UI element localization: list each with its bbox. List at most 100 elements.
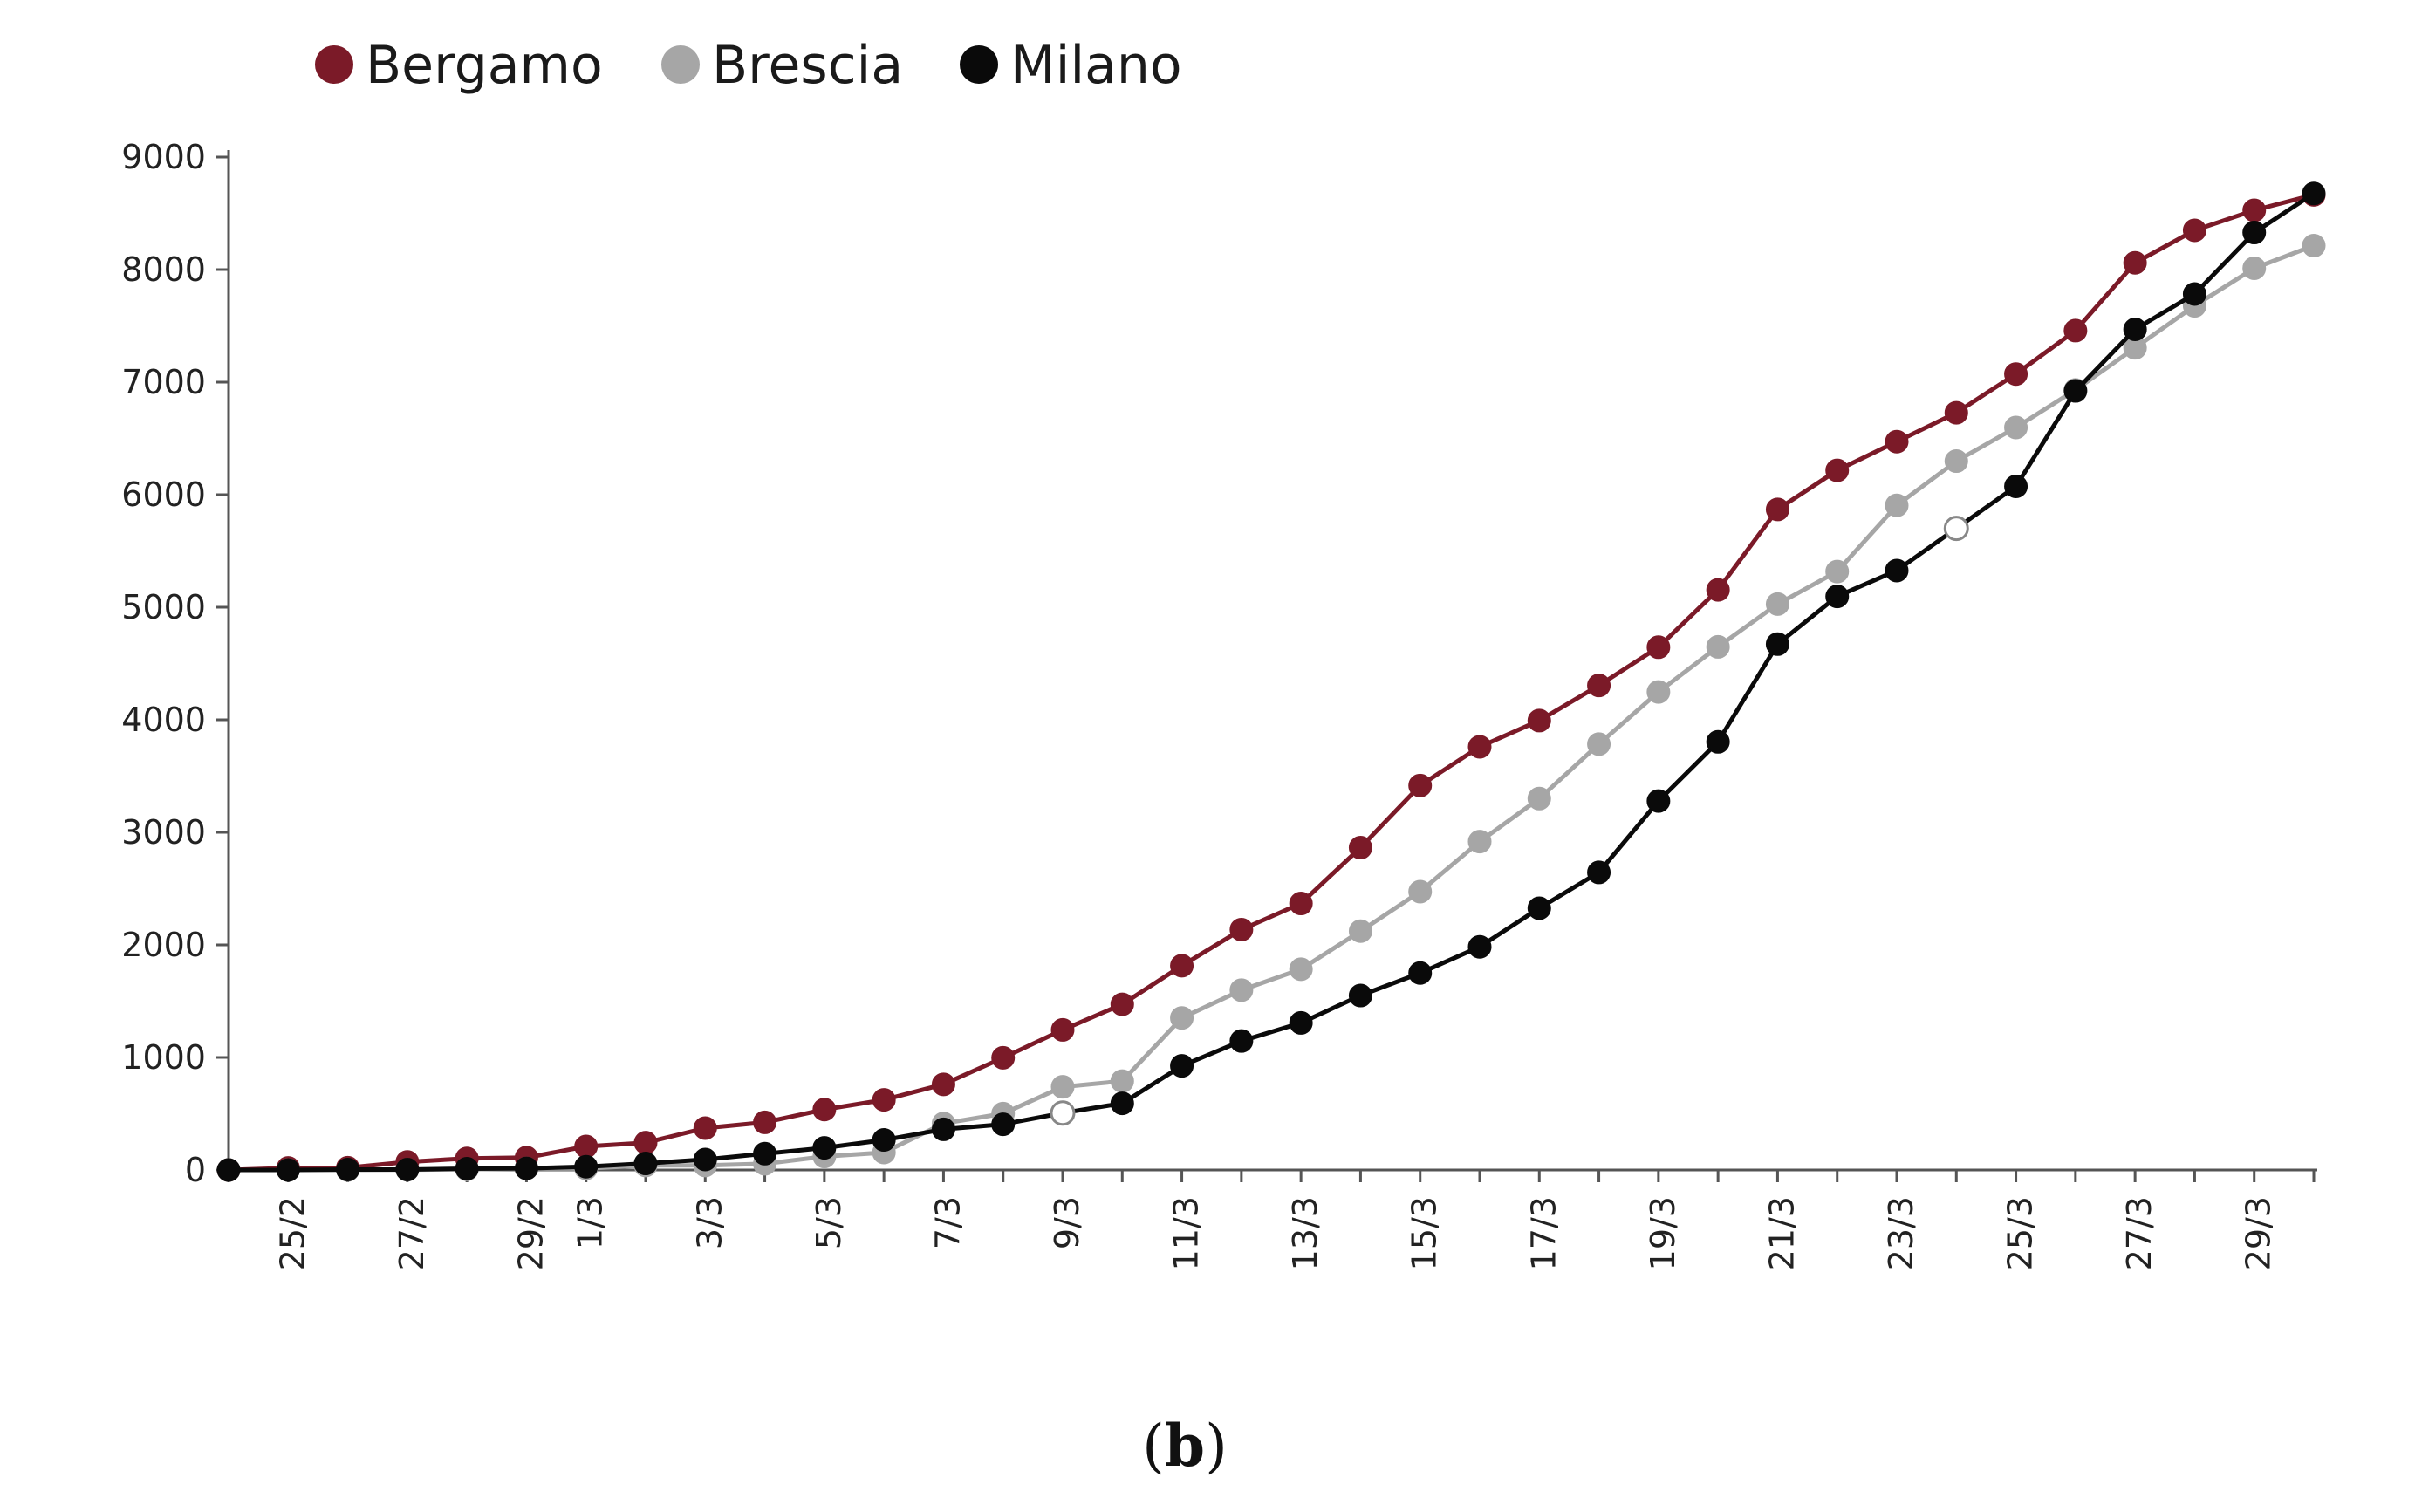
y-tick-label: 8000 bbox=[121, 250, 206, 289]
point-bergamo bbox=[1467, 735, 1492, 759]
point-milano bbox=[872, 1128, 896, 1153]
y-tick-label: 7000 bbox=[121, 363, 206, 401]
point-brescia bbox=[1050, 1075, 1075, 1099]
caption-label: b bbox=[1165, 1412, 1205, 1480]
point-bergamo bbox=[872, 1088, 896, 1112]
point-milano bbox=[1467, 934, 1492, 959]
point-bergamo bbox=[633, 1131, 658, 1155]
figure-caption: (b) bbox=[1142, 1412, 1228, 1480]
point-bergamo bbox=[812, 1098, 837, 1122]
chart-legend: Bergamo Brescia Milano bbox=[315, 35, 1182, 96]
point-bergamo bbox=[1289, 892, 1313, 916]
point-bergamo bbox=[1825, 458, 1850, 482]
y-tick-label: 6000 bbox=[121, 475, 206, 514]
caption-close-paren: ) bbox=[1205, 1413, 1228, 1480]
point-milano bbox=[2123, 317, 2147, 341]
point-milano bbox=[1170, 1054, 1194, 1078]
point-milano bbox=[514, 1156, 538, 1180]
point-brescia bbox=[1348, 919, 1372, 943]
x-tick-label: 1/3 bbox=[571, 1196, 610, 1249]
legend-marker-bergamo bbox=[315, 45, 353, 84]
x-tick-label: 13/3 bbox=[1286, 1196, 1324, 1270]
point-milano bbox=[1885, 558, 1909, 583]
legend-label-brescia: Brescia bbox=[712, 35, 903, 96]
series-milano bbox=[216, 181, 2326, 1182]
point-brescia bbox=[1110, 1069, 1134, 1093]
point-brescia bbox=[2302, 234, 2326, 258]
point-bergamo bbox=[1765, 497, 1789, 522]
series-line-milano bbox=[229, 191, 2316, 1173]
point-bergamo bbox=[1408, 773, 1433, 797]
point-bergamo bbox=[574, 1134, 599, 1159]
point-milano bbox=[1110, 1091, 1134, 1116]
x-tick-label: 3/3 bbox=[690, 1196, 729, 1249]
x-tick-label: 17/3 bbox=[1524, 1196, 1563, 1270]
y-tick-label: 3000 bbox=[121, 813, 206, 852]
point-bergamo bbox=[753, 1110, 777, 1134]
x-tick-label: 25/3 bbox=[2001, 1196, 2040, 1270]
point-milano bbox=[1527, 896, 1551, 920]
y-tick-label: 5000 bbox=[121, 588, 206, 626]
x-tick-label: 11/3 bbox=[1167, 1196, 1206, 1270]
point-milano bbox=[276, 1158, 300, 1182]
point-milano bbox=[2004, 474, 2028, 498]
point-milano bbox=[1706, 729, 1730, 754]
point-milano bbox=[633, 1152, 658, 1176]
point-bergamo bbox=[1706, 578, 1730, 602]
point-brescia bbox=[1527, 786, 1551, 811]
point-milano bbox=[1408, 961, 1433, 985]
point-milano bbox=[931, 1117, 955, 1141]
point-bergamo bbox=[1587, 674, 1611, 698]
x-tick-label: 27/3 bbox=[2120, 1196, 2158, 1270]
point-bergamo bbox=[1348, 836, 1372, 860]
point-milano bbox=[1646, 789, 1671, 813]
point-milano bbox=[812, 1136, 837, 1160]
point-milano bbox=[455, 1156, 479, 1180]
point-brescia bbox=[2242, 256, 2267, 280]
point-milano bbox=[1943, 516, 1969, 542]
y-tick-label: 2000 bbox=[121, 926, 206, 964]
point-bergamo bbox=[1885, 429, 1909, 454]
point-milano bbox=[574, 1154, 599, 1179]
point-brescia bbox=[1289, 957, 1313, 982]
x-tick-label: 21/3 bbox=[1762, 1196, 1801, 1270]
point-milano bbox=[336, 1157, 360, 1181]
point-bergamo bbox=[991, 1045, 1016, 1070]
point-milano bbox=[1348, 983, 1372, 1008]
x-tick-label: 15/3 bbox=[1406, 1196, 1444, 1270]
point-bergamo bbox=[693, 1116, 717, 1140]
point-milano bbox=[1825, 585, 1850, 609]
point-bergamo bbox=[1646, 635, 1671, 660]
point-brescia bbox=[1646, 680, 1671, 704]
x-tick-label: 25/2 bbox=[273, 1196, 311, 1270]
point-bergamo bbox=[1527, 708, 1551, 733]
series-line-bergamo bbox=[228, 192, 2315, 1173]
legend-label-milano: Milano bbox=[1010, 35, 1182, 96]
point-bergamo bbox=[2063, 318, 2088, 343]
point-bergamo bbox=[931, 1072, 955, 1097]
point-milano bbox=[2302, 181, 2326, 206]
legend-marker-brescia bbox=[661, 45, 700, 84]
point-bergamo bbox=[1944, 400, 1968, 425]
point-milano bbox=[753, 1141, 777, 1166]
legend-marker-milano bbox=[960, 45, 998, 84]
x-tick-label: 23/3 bbox=[1882, 1196, 1920, 1270]
point-brescia bbox=[1467, 830, 1492, 854]
y-tick-label: 0 bbox=[185, 1151, 206, 1189]
point-bergamo bbox=[2242, 198, 2267, 222]
x-tick-label: 29/2 bbox=[511, 1196, 550, 1270]
x-tick-label: 7/3 bbox=[928, 1196, 967, 1249]
caption-open-paren: ( bbox=[1142, 1413, 1165, 1480]
point-milano bbox=[395, 1157, 420, 1181]
point-brescia bbox=[1825, 559, 1850, 584]
x-tick-label: 29/3 bbox=[2240, 1196, 2278, 1270]
point-brescia bbox=[1944, 449, 1968, 474]
point-milano bbox=[2182, 282, 2206, 306]
point-brescia bbox=[1885, 493, 1909, 517]
point-milano bbox=[991, 1112, 1016, 1137]
x-axis-ticks: 25/2 27/2 29/2 1/3 3/3 5/3 7/3 9/3 11/3 13/3 15/3 1… bbox=[227, 1170, 2316, 1270]
point-milano bbox=[2063, 379, 2088, 403]
y-axis-ticks: 0 1000 2000 3000 4000 5000 6000 7000 8000 9000 bbox=[121, 138, 229, 1189]
x-tick-label: 9/3 bbox=[1048, 1196, 1086, 1249]
